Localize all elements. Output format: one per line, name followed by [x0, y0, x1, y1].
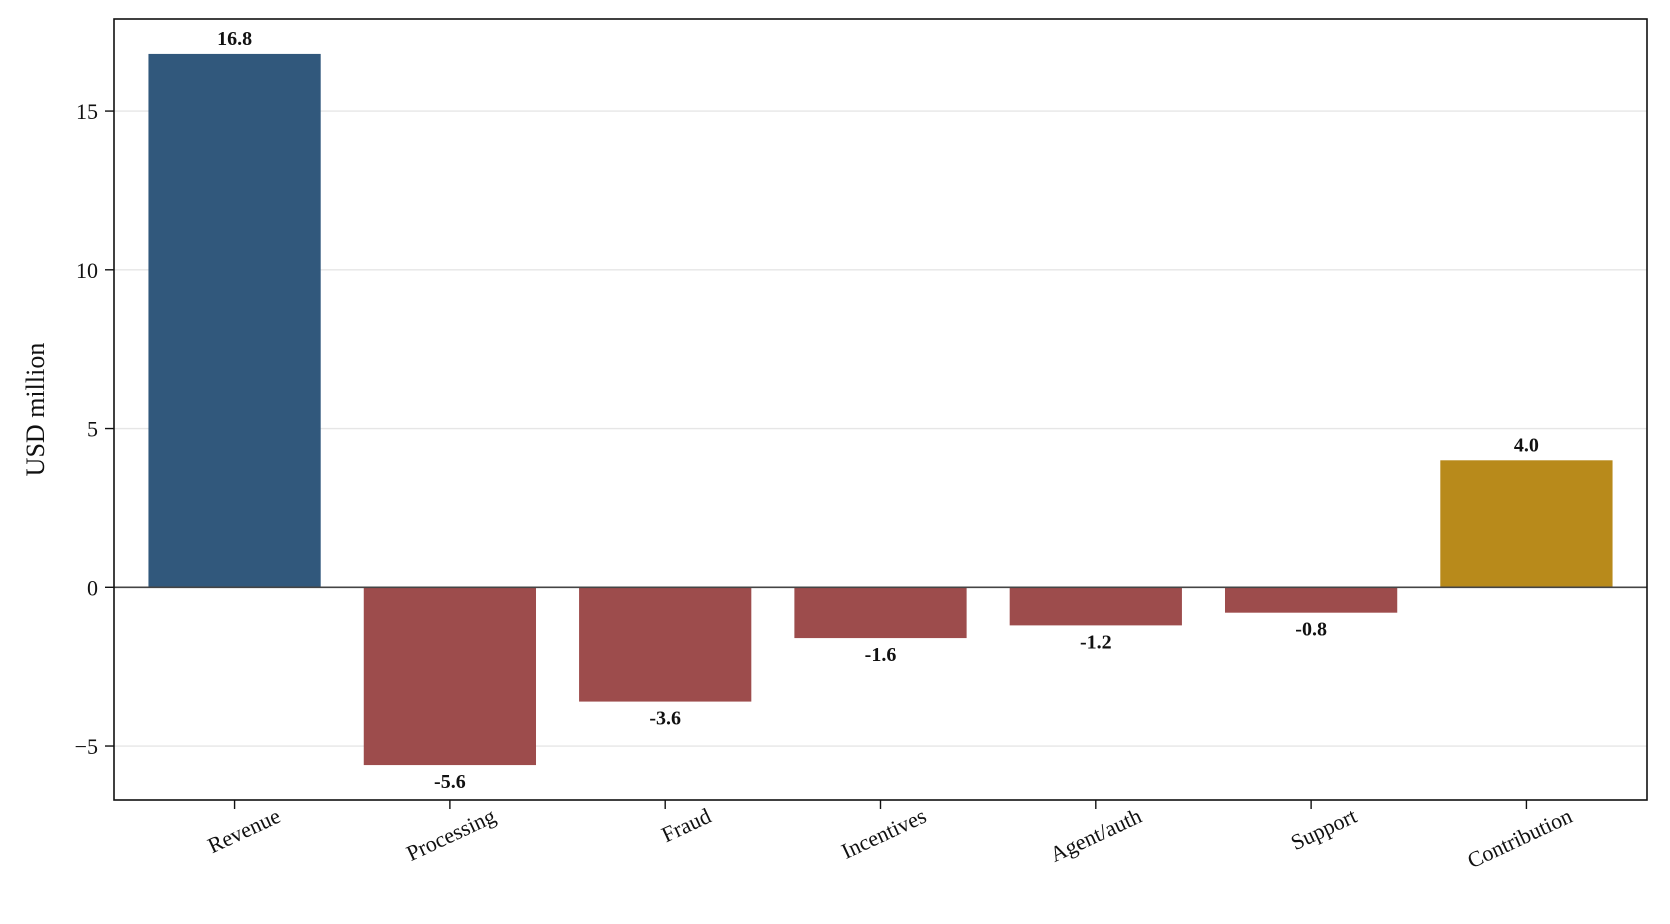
data-label: -5.6	[434, 771, 466, 793]
data-label: 16.8	[217, 28, 252, 50]
y-tick-label: 5	[87, 417, 98, 442]
bar	[579, 587, 752, 702]
bar	[1440, 460, 1613, 588]
x-tick-label: Revenue	[204, 803, 284, 858]
plot-frame	[113, 18, 1648, 801]
bar	[1009, 587, 1182, 626]
y-tick-label: −5	[75, 734, 98, 759]
y-tick-label: 10	[76, 258, 98, 283]
data-label: 4.0	[1514, 434, 1539, 456]
y-axis-title: USD million	[21, 343, 50, 477]
x-tick-label: Agent/auth	[1046, 803, 1145, 867]
x-tick-label: Fraud	[658, 803, 715, 847]
data-label: -0.8	[1295, 619, 1327, 641]
gridlines	[114, 110, 1647, 747]
data-label: -1.2	[1080, 631, 1112, 653]
x-tick-label: Incentives	[837, 803, 930, 864]
y-axis-ticks: −5 0 5 10 15	[75, 99, 114, 759]
y-tick-label: 0	[87, 575, 98, 600]
bar	[1224, 587, 1398, 613]
bar	[148, 53, 321, 588]
x-axis-ticks: Revenue Processing Fraud Incentives Agent/au…	[204, 800, 1576, 873]
bar	[363, 587, 537, 766]
data-label: -3.6	[649, 708, 681, 730]
x-tick-label: Processing	[402, 803, 499, 866]
data-labels: 16.8 -5.6 -3.6 -1.6 -1.2 -0.8 4.0	[217, 28, 1539, 793]
x-tick-label: Support	[1287, 803, 1361, 855]
y-tick-label: 15	[76, 99, 98, 124]
data-label: -1.6	[865, 644, 897, 666]
x-tick-label: Contribution	[1463, 803, 1575, 873]
bars	[148, 53, 1613, 766]
bar	[794, 587, 967, 639]
